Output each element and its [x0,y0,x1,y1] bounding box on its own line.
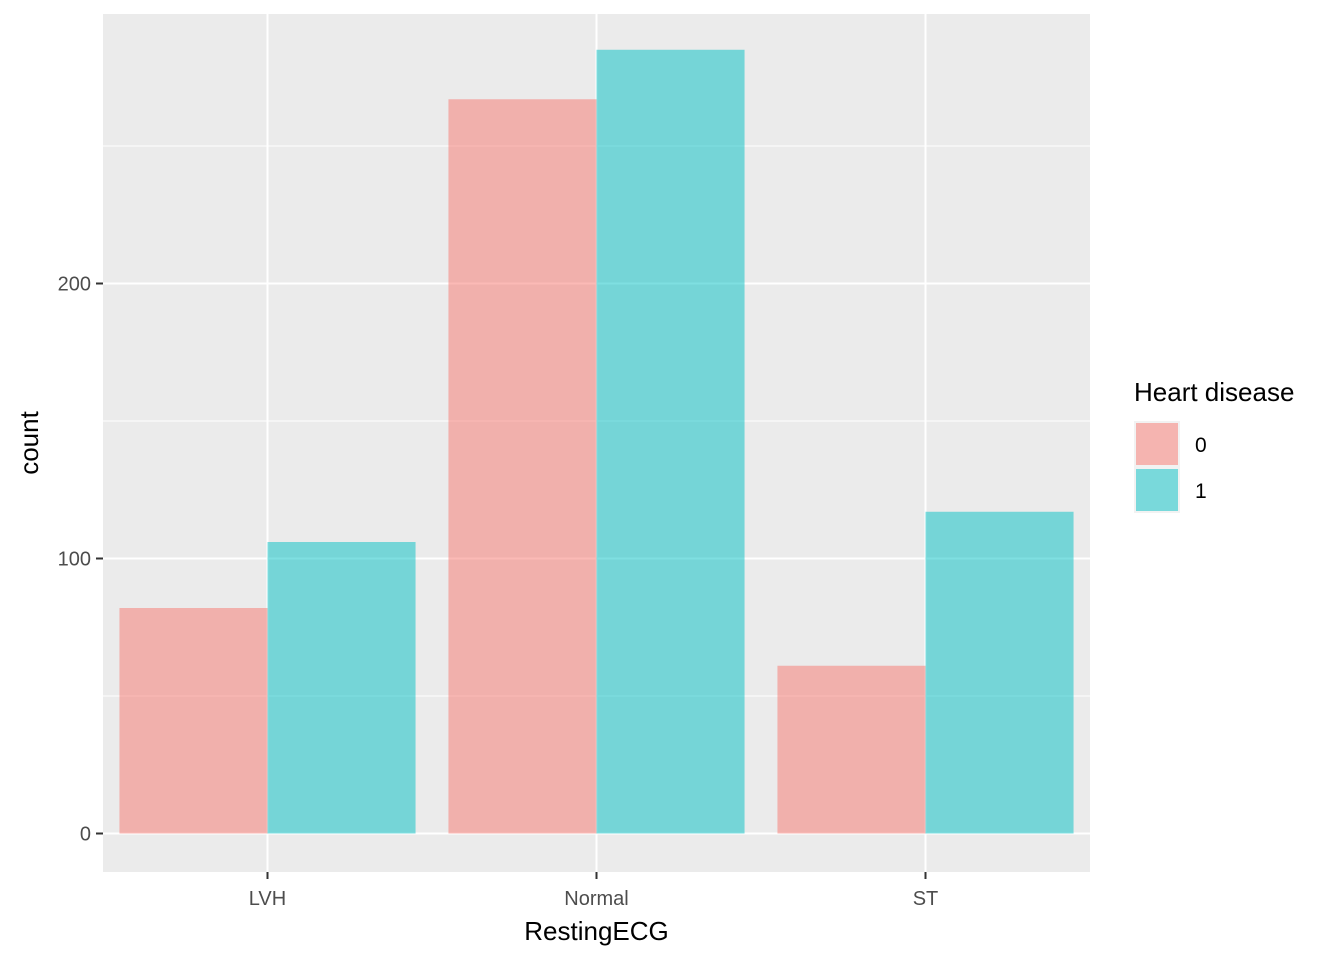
bar-st-series-0 [777,665,926,834]
legend-swatch-0 [1136,423,1178,465]
x-axis: LVH Normal ST [249,872,938,910]
bar-lvh-series-0 [119,608,268,834]
legend: Heart disease 0 1 [1134,377,1294,513]
legend-swatch-1 [1136,469,1178,511]
bar-normal-series-1 [596,49,745,834]
y-tick-label: 100 [58,549,91,571]
y-tick-label: 200 [58,274,91,296]
legend-label-0: 0 [1195,434,1207,457]
bars [119,49,1074,834]
y-axis-title: count [14,410,44,474]
x-tick-label: Normal [564,888,628,910]
bar-lvh-series-1 [267,542,416,834]
bar-normal-series-0 [448,99,597,834]
y-axis: 0 100 200 [58,274,103,846]
x-tick-label: ST [913,888,939,910]
legend-title: Heart disease [1134,377,1294,407]
bar-st-series-1 [925,511,1074,834]
x-axis-title: RestingECG [524,916,669,946]
x-tick-label: LVH [249,888,286,910]
legend-label-1: 1 [1195,480,1207,503]
y-tick-label: 0 [80,824,91,846]
